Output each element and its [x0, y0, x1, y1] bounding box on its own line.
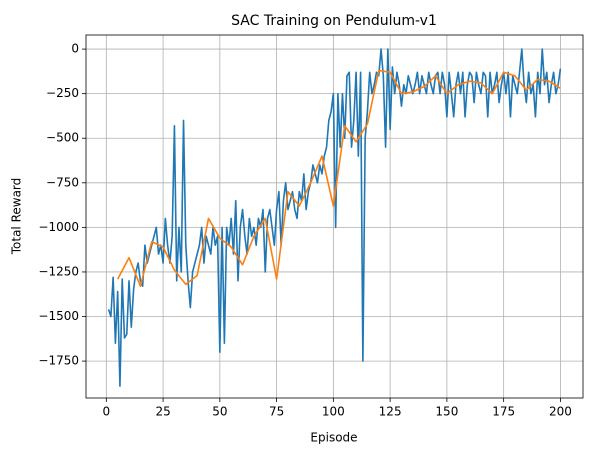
x-tick-label: 175: [492, 405, 515, 419]
y-axis-label: Total Reward: [10, 178, 24, 256]
x-tick-label: 150: [435, 405, 458, 419]
y-tick-label: −250: [46, 86, 79, 100]
chart-title: SAC Training on Pendulum-v1: [231, 13, 437, 29]
x-tick-label: 50: [212, 405, 227, 419]
line-series: [116, 69, 561, 288]
x-tick-label: 25: [155, 405, 170, 419]
y-tick-label: −1750: [38, 354, 79, 368]
x-tick-label: 75: [269, 405, 284, 419]
x-tick-label: 100: [322, 405, 345, 419]
y-tick-label: −1000: [38, 220, 79, 234]
y-tick-label: −750: [46, 175, 79, 189]
plot-frame: [85, 34, 584, 399]
y-tick-label: 0: [71, 42, 79, 56]
line-series: [107, 48, 562, 387]
x-tick-label: 0: [103, 405, 111, 419]
y-tick-label: −1250: [38, 264, 79, 278]
x-axis-label: Episode: [310, 431, 357, 445]
x-tick-label: 125: [379, 405, 402, 419]
y-tick-label: −1500: [38, 309, 79, 323]
y-tick-label: −500: [46, 131, 79, 145]
x-tick-label: 200: [549, 405, 572, 419]
